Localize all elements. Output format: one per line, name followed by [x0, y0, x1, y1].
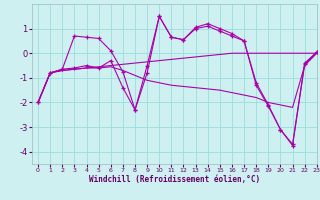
X-axis label: Windchill (Refroidissement éolien,°C): Windchill (Refroidissement éolien,°C): [89, 175, 260, 184]
